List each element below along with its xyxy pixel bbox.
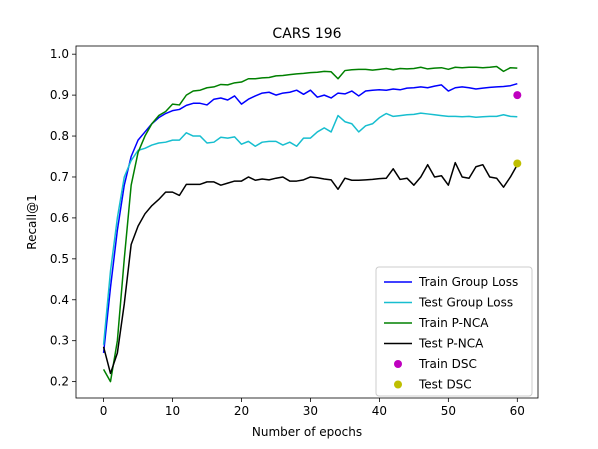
series-line-4 bbox=[102, 161, 518, 375]
legend-label-6: Test DSC bbox=[418, 378, 472, 392]
x-tick-label: 30 bbox=[303, 404, 318, 418]
plot-area: 0 10 20 30 40 50 60 0.2 0.3 0.4 0.5 0.6 0.7 0.8 0.9 1.0 bbox=[50, 45, 539, 418]
y-tick-label: 0.3 bbox=[50, 334, 69, 348]
x-tick-label: 60 bbox=[510, 404, 525, 418]
y-tick-label: 0.9 bbox=[50, 88, 69, 102]
legend-swatch-5 bbox=[394, 360, 402, 368]
legend-label-4: Test P-NCA bbox=[418, 337, 484, 351]
x-tick-label: 50 bbox=[441, 404, 456, 418]
series-line-2 bbox=[102, 112, 518, 345]
legend-label-5: Train DSC bbox=[418, 357, 477, 371]
y-tick-label: 0.7 bbox=[50, 170, 69, 184]
legend-label-2: Test Group Loss bbox=[418, 296, 513, 310]
y-tick-label: 0.4 bbox=[50, 293, 69, 307]
y-tick-label: 0.6 bbox=[50, 211, 69, 225]
y-tick-label: 0.5 bbox=[50, 252, 69, 266]
legend-swatch-6 bbox=[394, 380, 402, 389]
y-tick-label: 1.0 bbox=[50, 47, 69, 61]
series-line-3 bbox=[102, 65, 518, 383]
series-point-5 bbox=[513, 91, 522, 100]
series-line-1 bbox=[102, 82, 518, 354]
x-tick-label: 0 bbox=[100, 404, 108, 418]
legend-label-3: Train P-NCA bbox=[418, 316, 489, 330]
x-tick-label: 40 bbox=[372, 404, 387, 418]
legend-label-1: Train Group Loss bbox=[418, 275, 518, 289]
series-point-6 bbox=[513, 159, 522, 168]
legend-box bbox=[375, 266, 533, 397]
y-tick-label: 0.2 bbox=[50, 375, 69, 389]
legend: Train Group Loss Test Group Loss Train P-N… bbox=[375, 266, 533, 397]
y-axis-label: Recall@1 bbox=[25, 194, 39, 249]
x-axis-label: Number of epochs bbox=[252, 425, 362, 439]
chart-title: CARS 196 bbox=[272, 26, 341, 42]
y-tick-label: 0.8 bbox=[50, 129, 69, 143]
plot-frame bbox=[75, 45, 539, 399]
x-tick-label: 10 bbox=[165, 404, 180, 418]
x-tick-label: 20 bbox=[234, 404, 249, 418]
